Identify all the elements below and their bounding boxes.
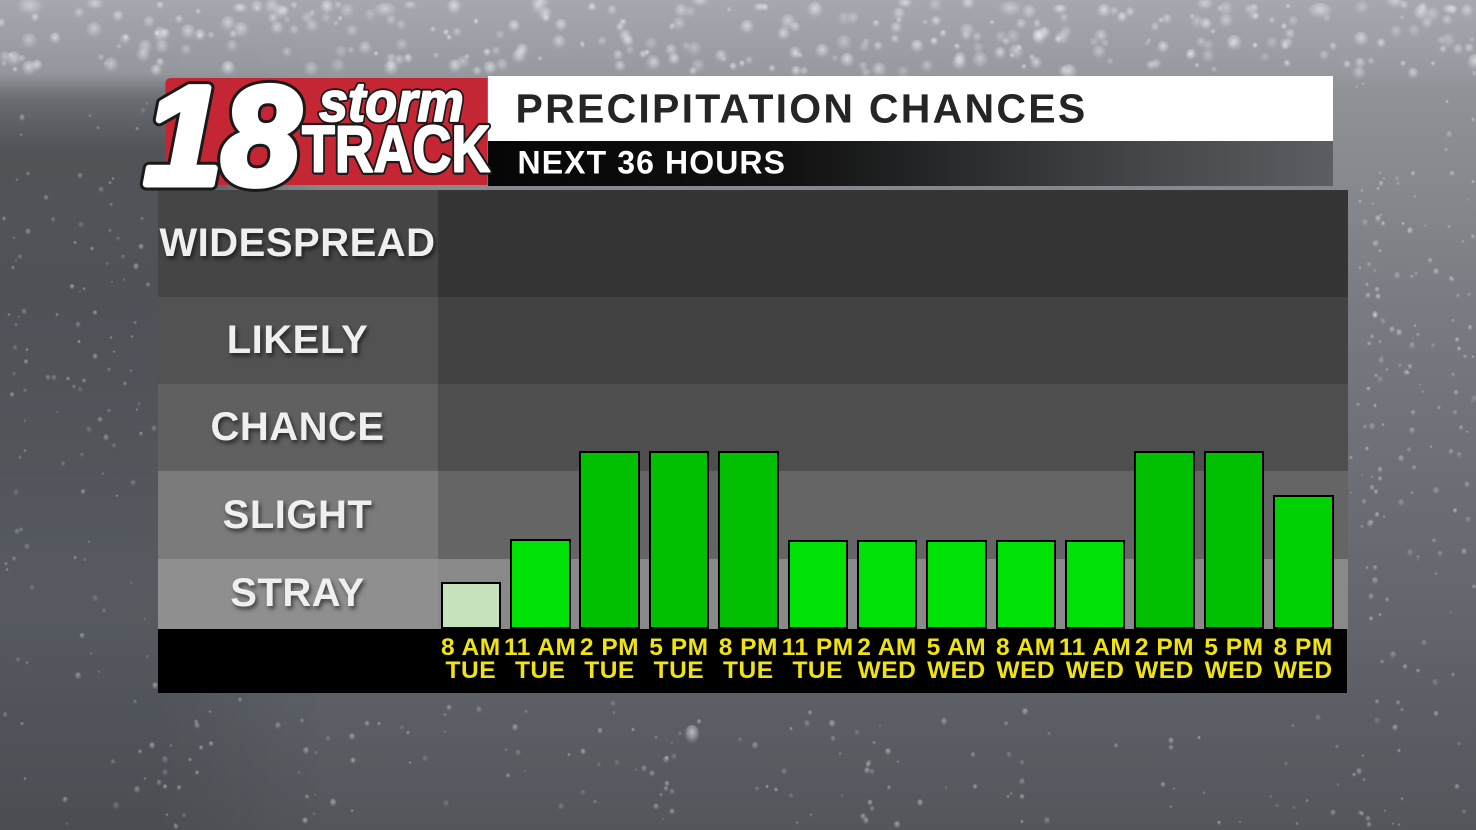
svg-text:18: 18 xyxy=(144,57,300,214)
svg-text:TRACK: TRACK xyxy=(302,113,490,186)
svg-text:storm: storm xyxy=(319,71,464,133)
svg-text:TRACK: TRACK xyxy=(302,113,490,186)
svg-text:18: 18 xyxy=(144,57,300,214)
svg-text:storm: storm xyxy=(319,71,464,133)
